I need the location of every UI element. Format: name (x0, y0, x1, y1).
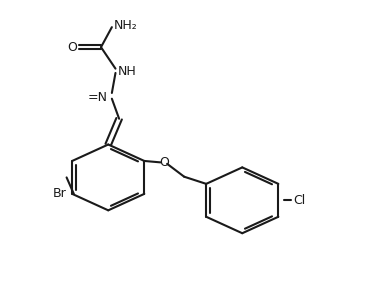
Text: Cl: Cl (293, 194, 305, 207)
Text: =N: =N (88, 91, 108, 104)
Text: O: O (159, 156, 169, 169)
Text: Br: Br (53, 187, 66, 200)
Text: NH₂: NH₂ (114, 19, 138, 32)
Text: NH: NH (117, 65, 136, 78)
Text: O: O (68, 41, 77, 54)
